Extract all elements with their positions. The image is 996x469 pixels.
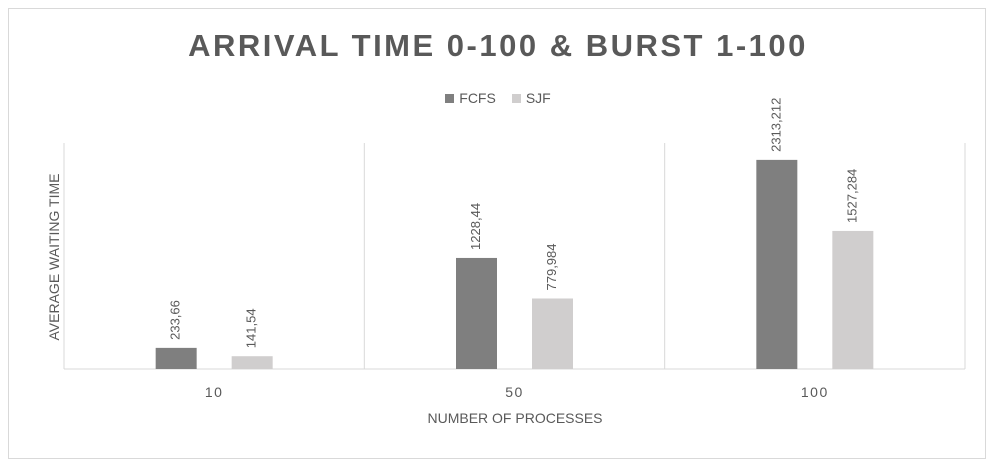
bar-fcfs-50 <box>456 257 497 369</box>
data-label-fcfs-50: 1228,44 <box>468 203 483 250</box>
data-label-sjf-50: 779,984 <box>544 243 559 290</box>
data-label-fcfs-10: 233,66 <box>168 300 183 340</box>
data-label-sjf-10: 141,54 <box>244 308 259 348</box>
x-tick-label-10: 10 <box>205 384 224 400</box>
data-label-sjf-100: 1527,284 <box>844 169 859 223</box>
legend-item-sjf: SJF <box>511 90 551 106</box>
legend-label-sjf: SJF <box>525 90 551 106</box>
legend-swatch-sjf <box>511 93 521 103</box>
bar-fcfs-100 <box>756 159 798 369</box>
legend-swatch-fcfs <box>445 93 455 103</box>
bar-sjf-100 <box>832 230 874 369</box>
bar-sjf-10 <box>231 356 273 369</box>
chart-title: ARRIVAL TIME 0-100 & BURST 1-100 <box>188 28 808 63</box>
x-tick-label-100: 100 <box>801 384 829 400</box>
x-tick-label-50: 50 <box>505 384 524 400</box>
bar-fcfs-10 <box>155 347 197 369</box>
legend-item-fcfs: FCFS <box>445 90 496 106</box>
bar-sjf-50 <box>532 298 573 369</box>
data-label-fcfs-100: 2313,212 <box>768 98 783 152</box>
chart-area <box>8 8 986 459</box>
legend-label-fcfs: FCFS <box>459 90 496 106</box>
x-axis-label: NUMBER OF PROCESSES <box>427 410 603 426</box>
legend: FCFS SJF <box>0 90 996 106</box>
